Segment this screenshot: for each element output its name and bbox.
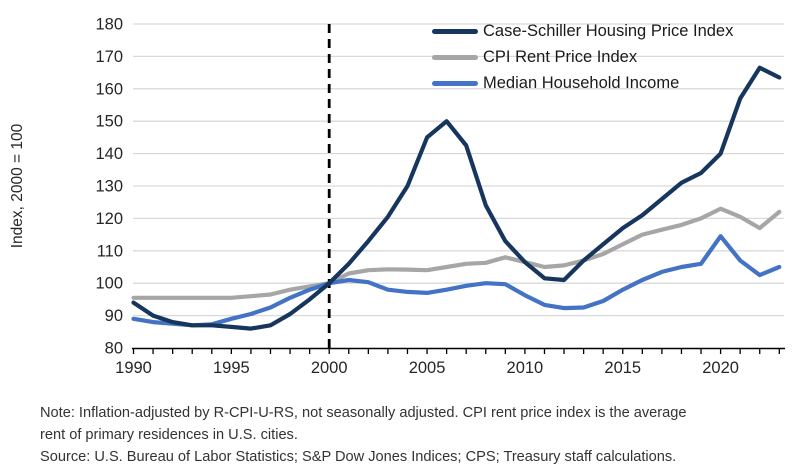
x-tick-label: 2005	[409, 359, 446, 377]
y-tick-label: 110	[97, 242, 123, 260]
y-tick-label: 150	[95, 113, 123, 131]
x-tick-label: 2000	[311, 359, 348, 377]
y-tick-label: 180	[95, 16, 123, 34]
chart-legend: Case-Schiller Housing Price Index CPI Re…	[432, 18, 733, 96]
y-tick-label: 130	[95, 178, 123, 196]
legend-item-case-schiller: Case-Schiller Housing Price Index	[432, 18, 733, 44]
legend-swatch-case-schiller	[432, 28, 478, 34]
note-line-2: rent of primary residences in U.S. citie…	[40, 427, 298, 443]
legend-label-median-income: Median Household Income	[483, 73, 680, 92]
x-tick-label: 1995	[213, 359, 250, 377]
y-tick-label: 170	[95, 48, 123, 66]
source-line: Source: U.S. Bureau of Labor Statistics;…	[40, 449, 677, 465]
x-tick-label: 2015	[604, 359, 641, 377]
y-tick-label: 140	[95, 145, 123, 163]
y-axis-title: Index, 2000 = 100	[9, 123, 26, 248]
y-tick-label: 100	[95, 275, 123, 293]
x-tick-label: 1990	[115, 359, 152, 377]
y-tick-label: 160	[95, 80, 123, 98]
legend-label-cpi-rent: CPI Rent Price Index	[483, 47, 638, 66]
x-tick-label: 2020	[702, 359, 739, 377]
legend-swatch-median-income	[432, 80, 478, 86]
legend-swatch-cpi-rent	[432, 54, 478, 60]
chart-footnote: Note: Inflation-adjusted by R-CPI-U-RS, …	[40, 402, 792, 468]
series-line-0	[131, 65, 782, 331]
series-line-2	[131, 234, 782, 328]
note-line-1: Note: Inflation-adjusted by R-CPI-U-RS, …	[40, 405, 687, 421]
legend-label-case-schiller: Case-Schiller Housing Price Index	[483, 21, 734, 40]
legend-item-cpi-rent: CPI Rent Price Index	[432, 44, 733, 70]
series-line-1	[131, 206, 782, 300]
y-tick-label: 80	[105, 340, 123, 358]
x-tick-label: 2010	[507, 359, 544, 377]
y-tick-label: 90	[105, 307, 123, 325]
legend-item-median-income: Median Household Income	[432, 70, 733, 96]
line-chart: 1990 1995 2000 2005 2010 2015 2020 80 90 100 110 12…	[9, 16, 785, 377]
y-tick-label: 120	[95, 210, 123, 228]
